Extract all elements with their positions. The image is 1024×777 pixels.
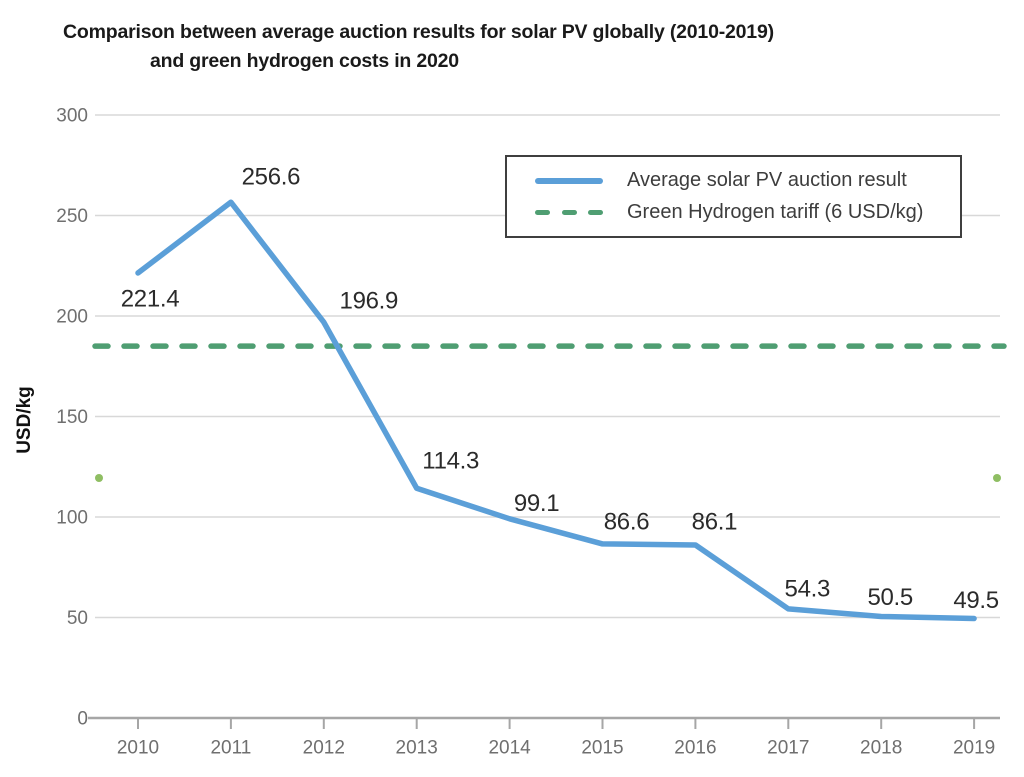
x-tick-label: 2014 — [488, 738, 531, 759]
chart-title-line2: and green hydrogen costs in 2020 — [150, 50, 459, 72]
solar-pv-line — [135, 199, 977, 622]
y-tick-label: 100 — [56, 508, 88, 529]
y-tick-label: 250 — [56, 206, 88, 227]
dash-segment — [561, 210, 577, 215]
chart-title-line1: Comparison between average auction resul… — [63, 21, 774, 43]
y-tick-label: 0 — [77, 709, 88, 730]
data-label: 54.3 — [785, 575, 831, 602]
x-tick-label: 2015 — [581, 738, 623, 759]
data-label: 99.1 — [514, 490, 560, 517]
data-label: 86.1 — [692, 508, 738, 535]
solar-swatch-wrap — [535, 177, 603, 184]
y-tick-label: 300 — [56, 106, 88, 127]
solar-line-swatch — [535, 177, 603, 184]
data-label: 196.9 — [340, 288, 399, 315]
legend-label-hydrogen: Green Hydrogen tariff (6 USD/kg) — [627, 201, 924, 223]
data-label: 49.5 — [953, 587, 999, 614]
stray-green-dot — [993, 474, 1001, 482]
chart-title: Comparison between average auction resul… — [63, 18, 774, 76]
legend-box: Average solar PV auction result Green Hy… — [505, 155, 962, 238]
x-tick-label: 2011 — [210, 738, 251, 759]
data-label: 86.6 — [604, 508, 650, 535]
y-tick-label: 200 — [56, 307, 88, 328]
x-tick-label: 2012 — [303, 738, 345, 759]
dash-segment — [588, 210, 603, 215]
data-label: 50.5 — [867, 584, 913, 611]
y-tick-label: 150 — [56, 407, 88, 428]
data-label: 221.4 — [121, 285, 180, 312]
legend-item-solar: Average solar PV auction result — [535, 169, 960, 192]
x-tick-label: 2019 — [953, 738, 995, 759]
data-label: 114.3 — [422, 448, 479, 475]
x-tick-label: 2010 — [117, 738, 159, 759]
y-tick-label: 50 — [67, 608, 88, 629]
x-tick-label: 2013 — [396, 738, 438, 759]
x-tick-label: 2016 — [674, 738, 716, 759]
dash-segment — [535, 210, 550, 215]
x-tick-label: 2017 — [767, 738, 809, 759]
data-label: 256.6 — [242, 164, 301, 191]
x-tick-label: 2018 — [860, 738, 902, 759]
stray-green-dot — [95, 474, 103, 482]
hydrogen-dash-swatch — [535, 210, 603, 215]
legend-item-hydrogen: Green Hydrogen tariff (6 USD/kg) — [535, 201, 960, 224]
legend-label-solar: Average solar PV auction result — [627, 169, 907, 191]
